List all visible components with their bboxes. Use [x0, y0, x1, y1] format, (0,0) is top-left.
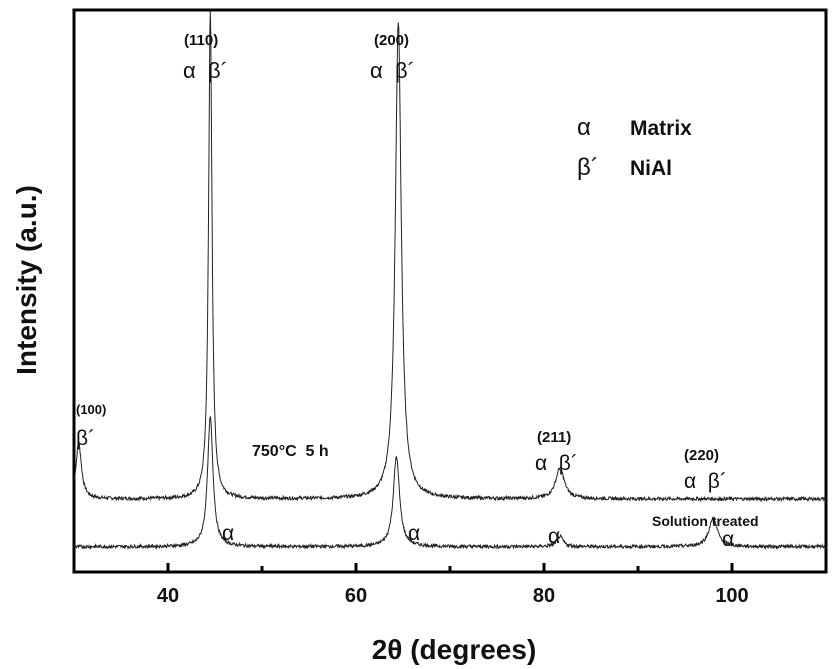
annotation-ab-110: α β´ — [183, 58, 228, 83]
legend-symbol-beta: β´ — [577, 154, 599, 181]
annotation-alpha-44: α — [222, 522, 234, 545]
x-axis-ticks: 40 60 80 100 — [157, 563, 749, 607]
series-line-aged — [74, 11, 826, 500]
annotation-ab-200: α β´ — [370, 58, 415, 83]
annotation-hkl-100: (100) — [76, 402, 106, 417]
x-tick-label: 100 — [715, 585, 748, 607]
legend: α Matrix β´ NiAl — [577, 114, 692, 181]
legend-symbol-alpha: α — [577, 114, 591, 141]
annotation-ab-211: α β´ — [535, 452, 578, 475]
peak-annotations: (100) β´ (110) α β´ (200) α β´ (211) α β… — [76, 32, 734, 551]
annotation-hkl-200: (200) — [374, 32, 409, 49]
annotation-ab-220: α β´ — [684, 470, 727, 493]
annotation-hkl-110: (110) — [184, 32, 218, 49]
annotation-beta-100: β´ — [76, 427, 95, 450]
legend-label-nial: NiAl — [630, 157, 672, 180]
series-curves — [74, 11, 826, 548]
series-label-aged: 750°C 5 h — [252, 443, 329, 460]
annotation-alpha-64: α — [408, 522, 420, 545]
annotation-alpha-98: α — [722, 528, 734, 551]
annotation-hkl-211: (211) — [537, 429, 571, 446]
series-label-solution: Solution treated — [652, 513, 759, 529]
x-tick-label: 40 — [157, 585, 179, 607]
annotation-alpha-81: α — [548, 525, 560, 548]
legend-label-matrix: Matrix — [630, 117, 692, 140]
annotation-hkl-220: (220) — [684, 447, 719, 464]
x-tick-label: 80 — [533, 585, 555, 607]
x-axis-label: 2θ (degrees) — [372, 634, 537, 665]
y-axis-label: Intensity (a.u.) — [11, 185, 42, 375]
x-tick-label: 60 — [345, 585, 367, 607]
